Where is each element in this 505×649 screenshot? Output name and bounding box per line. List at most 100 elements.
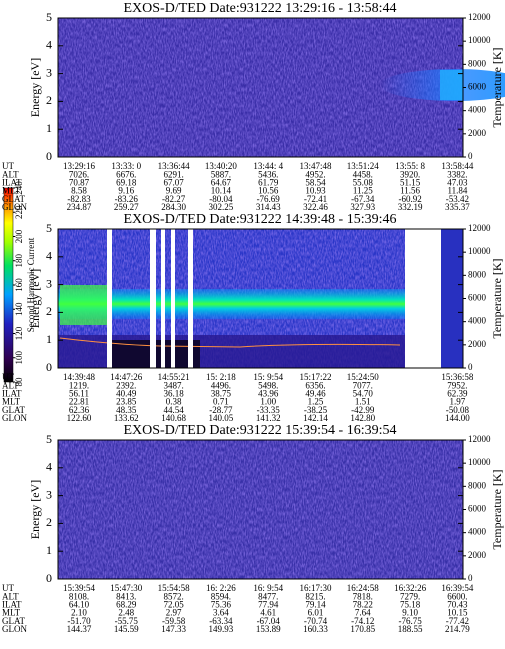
ephemeris-value: 14:47:26 bbox=[110, 372, 143, 382]
ephemeris-label: GLON bbox=[2, 202, 27, 212]
ephemeris-value: 15:54:58 bbox=[158, 583, 191, 593]
ephemeris-value: 3920. bbox=[400, 169, 420, 179]
ephemeris-value: 4.61 bbox=[260, 608, 276, 618]
ephemeris-label: UT bbox=[2, 161, 14, 171]
ephemeris-value: 54.70 bbox=[353, 388, 374, 398]
ephemeris-value: 332.19 bbox=[398, 202, 423, 212]
ephemeris-value: -72.41 bbox=[304, 194, 327, 204]
ephemeris-value: 2.10 bbox=[71, 608, 87, 618]
y-tick-label: 5 bbox=[46, 432, 52, 446]
ephemeris-value: 62.39 bbox=[447, 388, 468, 398]
ephemeris-label: ALT bbox=[2, 380, 19, 390]
ephemeris-value: 7952. bbox=[447, 380, 467, 390]
colorbar bbox=[3, 187, 14, 383]
ephemeris-value: 13:29:16 bbox=[63, 161, 96, 171]
ephemeris-label: GLAT bbox=[2, 616, 25, 626]
ephemeris-label: GLON bbox=[2, 624, 27, 634]
y2-tick-label: 8000 bbox=[468, 480, 487, 490]
ephemeris-value: 56.11 bbox=[69, 388, 89, 398]
ephemeris-value: 5498. bbox=[258, 380, 278, 390]
ephemeris-value: -67.34 bbox=[351, 194, 375, 204]
y-tick-label: 2 bbox=[46, 515, 52, 529]
ephemeris-value: 2.97 bbox=[166, 608, 182, 618]
y2-tick-label: 6000 bbox=[468, 293, 487, 303]
ephemeris-value: 0.38 bbox=[166, 397, 182, 407]
ephemeris-value: 62.36 bbox=[69, 405, 90, 415]
ephemeris-value: 8594. bbox=[211, 591, 231, 601]
ephemeris-value: 15: 9:54 bbox=[253, 372, 283, 382]
chart-title: EXOS-D/TED Date:931222 13:29:16 - 13:58:… bbox=[124, 1, 397, 16]
ephemeris-value: 4458. bbox=[353, 169, 373, 179]
ephemeris-value: 1.25 bbox=[308, 397, 324, 407]
ephemeris-value: -51.70 bbox=[67, 616, 91, 626]
ephemeris-value: 4952. bbox=[305, 169, 325, 179]
ephemeris-value: -80.04 bbox=[209, 194, 233, 204]
ephemeris-label: ALT bbox=[2, 169, 19, 179]
ephemeris-value: 15:47:30 bbox=[110, 583, 143, 593]
ephemeris-value: 160.33 bbox=[303, 624, 328, 634]
y-tick-label: 5 bbox=[46, 10, 52, 24]
y2-tick-label: 4000 bbox=[468, 316, 487, 326]
spectrogram-image bbox=[58, 440, 463, 579]
ephemeris-value: 38.75 bbox=[211, 388, 232, 398]
ephemeris-value: 3487. bbox=[163, 380, 183, 390]
ephemeris-value: 8108. bbox=[69, 591, 89, 601]
ephemeris-value: 0.71 bbox=[213, 397, 229, 407]
ephemeris-value: -83.26 bbox=[115, 194, 139, 204]
colorbar-tick-label: 80 bbox=[14, 377, 24, 387]
ephemeris-value: 69.18 bbox=[116, 177, 137, 187]
ephemeris-value: -63.34 bbox=[209, 616, 233, 626]
ephemeris-value: 11.25 bbox=[353, 186, 373, 196]
ephemeris-value: 7.64 bbox=[355, 608, 371, 618]
ephemeris-value: 7818. bbox=[353, 591, 373, 601]
ephemeris-value: 6676. bbox=[116, 169, 136, 179]
ephemeris-value: 6291. bbox=[163, 169, 183, 179]
ephemeris-value: 16:17:30 bbox=[299, 583, 332, 593]
ephemeris-value: 9.16 bbox=[118, 186, 134, 196]
y2-tick-label: 0 bbox=[468, 573, 473, 583]
ephemeris-value: 40.49 bbox=[116, 388, 137, 398]
colorbar-tick-label: 180 bbox=[14, 254, 24, 268]
ephemeris-value: 36.18 bbox=[163, 388, 184, 398]
y-tick-label: 2 bbox=[46, 304, 52, 318]
ephemeris-value: 284.30 bbox=[161, 202, 186, 212]
ephemeris-value: 15:17:22 bbox=[299, 372, 331, 382]
y2-tick-label: 8000 bbox=[468, 269, 487, 279]
ephemeris-value: 75.18 bbox=[400, 599, 421, 609]
ephemeris-value: 144.37 bbox=[67, 624, 92, 634]
y-tick-label: 1 bbox=[46, 332, 52, 346]
y2-tick-label: 8000 bbox=[468, 58, 487, 68]
y2-tick-label: 4000 bbox=[468, 105, 487, 115]
ephemeris-value: 67.07 bbox=[163, 177, 184, 187]
ephemeris-value: 302.25 bbox=[209, 202, 234, 212]
ephemeris-value: 43.96 bbox=[258, 388, 279, 398]
ephemeris-value: 64.10 bbox=[69, 599, 90, 609]
ephemeris-value: 75.36 bbox=[211, 599, 232, 609]
ephemeris-value: 7026. bbox=[69, 169, 89, 179]
ephemeris-value: -76.75 bbox=[398, 616, 422, 626]
ephemeris-value: 214.79 bbox=[445, 624, 470, 634]
ephemeris-value: 259.27 bbox=[114, 202, 139, 212]
ephemeris-label: MLT bbox=[2, 397, 21, 407]
colorbar-tick-label: 100 bbox=[14, 351, 24, 365]
ephemeris-value: 6600. bbox=[447, 591, 467, 601]
ephemeris-value: 10.93 bbox=[305, 186, 326, 196]
ephemeris-value: 149.93 bbox=[209, 624, 234, 634]
ephemeris-value: 133.62 bbox=[114, 413, 139, 423]
ephemeris-value: 10.15 bbox=[447, 608, 468, 618]
ephemeris-label: UT bbox=[2, 583, 14, 593]
ephemeris-value: 322.46 bbox=[303, 202, 328, 212]
ephemeris-value: 13:40:20 bbox=[205, 161, 238, 171]
ephemeris-value: 15: 2:18 bbox=[206, 372, 236, 382]
ephemeris-value: -60.92 bbox=[398, 194, 421, 204]
ephemeris-value: 79.14 bbox=[305, 599, 326, 609]
y-tick-label: 3 bbox=[46, 276, 52, 290]
ephemeris-value: 144.00 bbox=[445, 413, 470, 423]
ephemeris-value: 8572. bbox=[163, 591, 183, 601]
ephemeris-label: GLAT bbox=[2, 194, 25, 204]
y2-tick-label: 4000 bbox=[468, 527, 487, 537]
ephemeris-value: 141.32 bbox=[256, 413, 281, 423]
ephemeris-value: 14:55:21 bbox=[158, 372, 190, 382]
ephemeris-value: 10.56 bbox=[258, 186, 279, 196]
y2-axis-label: Temperature [K] bbox=[490, 47, 504, 127]
